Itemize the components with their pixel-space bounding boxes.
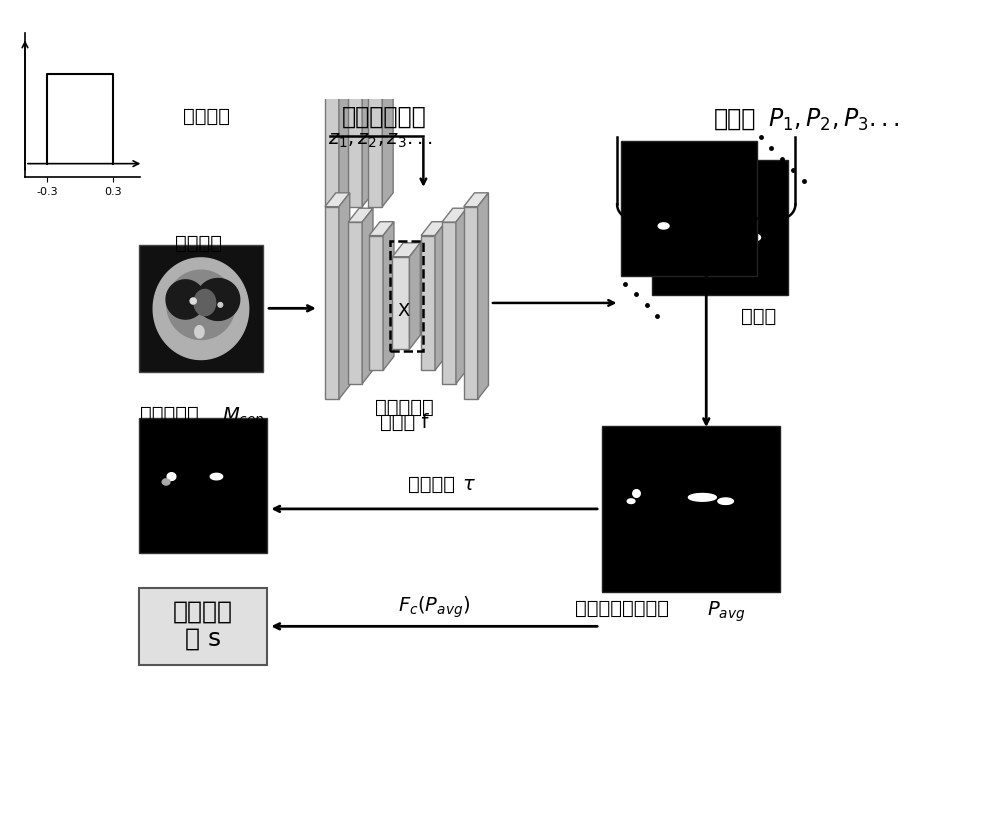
Polygon shape <box>421 236 435 370</box>
Bar <box>390 241 423 352</box>
Polygon shape <box>409 243 420 349</box>
Text: $P_{avg}$: $P_{avg}$ <box>707 599 745 624</box>
Polygon shape <box>195 325 204 338</box>
Text: $\tau$: $\tau$ <box>462 475 476 494</box>
Text: 分 s: 分 s <box>185 626 221 650</box>
Polygon shape <box>709 238 742 245</box>
Polygon shape <box>442 222 456 384</box>
Polygon shape <box>153 258 249 359</box>
Polygon shape <box>166 280 205 319</box>
Polygon shape <box>718 498 733 504</box>
Text: $M_{con}$: $M_{con}$ <box>222 405 264 427</box>
Polygon shape <box>456 208 467 384</box>
Text: 可信度掩码: 可信度掩码 <box>140 405 206 424</box>
Polygon shape <box>325 0 350 14</box>
Polygon shape <box>627 499 635 503</box>
Text: 取网络 f: 取网络 f <box>380 413 428 432</box>
Polygon shape <box>464 207 478 399</box>
Polygon shape <box>348 31 373 45</box>
Text: $P_1,P_2,P_3...$: $P_1,P_2,P_3...$ <box>768 106 900 133</box>
Text: 平均值: 平均值 <box>741 307 776 326</box>
Text: 动态阈值: 动态阈值 <box>408 475 461 494</box>
Polygon shape <box>368 76 382 207</box>
Polygon shape <box>348 45 362 207</box>
Bar <box>621 141 757 276</box>
Text: 语义特征提: 语义特征提 <box>375 398 433 417</box>
Text: $z_1,z_2,z_3...$: $z_1,z_2,z_3...$ <box>328 131 433 150</box>
Text: $F_c(P_{avg})$: $F_c(P_{avg})$ <box>398 595 470 620</box>
Polygon shape <box>218 302 223 307</box>
Polygon shape <box>162 479 170 485</box>
Polygon shape <box>658 222 669 229</box>
Text: 样本扰动因子: 样本扰动因子 <box>342 105 427 129</box>
Polygon shape <box>464 193 488 207</box>
Polygon shape <box>633 489 640 498</box>
Polygon shape <box>210 473 223 480</box>
Polygon shape <box>702 219 711 225</box>
Polygon shape <box>435 222 446 370</box>
Polygon shape <box>339 0 350 207</box>
Polygon shape <box>369 222 394 236</box>
Polygon shape <box>368 62 393 76</box>
Polygon shape <box>325 14 339 207</box>
Polygon shape <box>478 193 488 399</box>
Polygon shape <box>167 270 235 339</box>
Bar <box>652 161 788 295</box>
Polygon shape <box>362 208 373 384</box>
Polygon shape <box>369 236 383 370</box>
Polygon shape <box>382 62 393 207</box>
Polygon shape <box>745 234 761 241</box>
Polygon shape <box>383 222 394 370</box>
Polygon shape <box>392 243 420 257</box>
Text: 概率图: 概率图 <box>714 106 756 130</box>
Polygon shape <box>325 207 339 399</box>
Bar <box>602 426 780 592</box>
Text: 均匀分布: 均匀分布 <box>183 106 230 125</box>
Bar <box>139 246 263 372</box>
Bar <box>139 419 267 553</box>
Text: 可信度打: 可信度打 <box>173 599 233 624</box>
Polygon shape <box>348 222 362 384</box>
Text: 平均不确定概率图: 平均不确定概率图 <box>575 599 675 618</box>
Polygon shape <box>362 31 373 207</box>
Polygon shape <box>339 193 350 399</box>
Polygon shape <box>325 193 350 207</box>
Polygon shape <box>421 222 446 236</box>
Polygon shape <box>348 208 373 222</box>
Polygon shape <box>167 473 176 480</box>
Polygon shape <box>196 279 240 321</box>
Polygon shape <box>190 298 196 304</box>
Text: X: X <box>397 302 409 320</box>
Text: 输入图像: 输入图像 <box>175 234 222 253</box>
Polygon shape <box>688 494 716 501</box>
Polygon shape <box>194 289 216 316</box>
Polygon shape <box>392 257 409 349</box>
Polygon shape <box>442 208 467 222</box>
Bar <box>139 588 267 665</box>
